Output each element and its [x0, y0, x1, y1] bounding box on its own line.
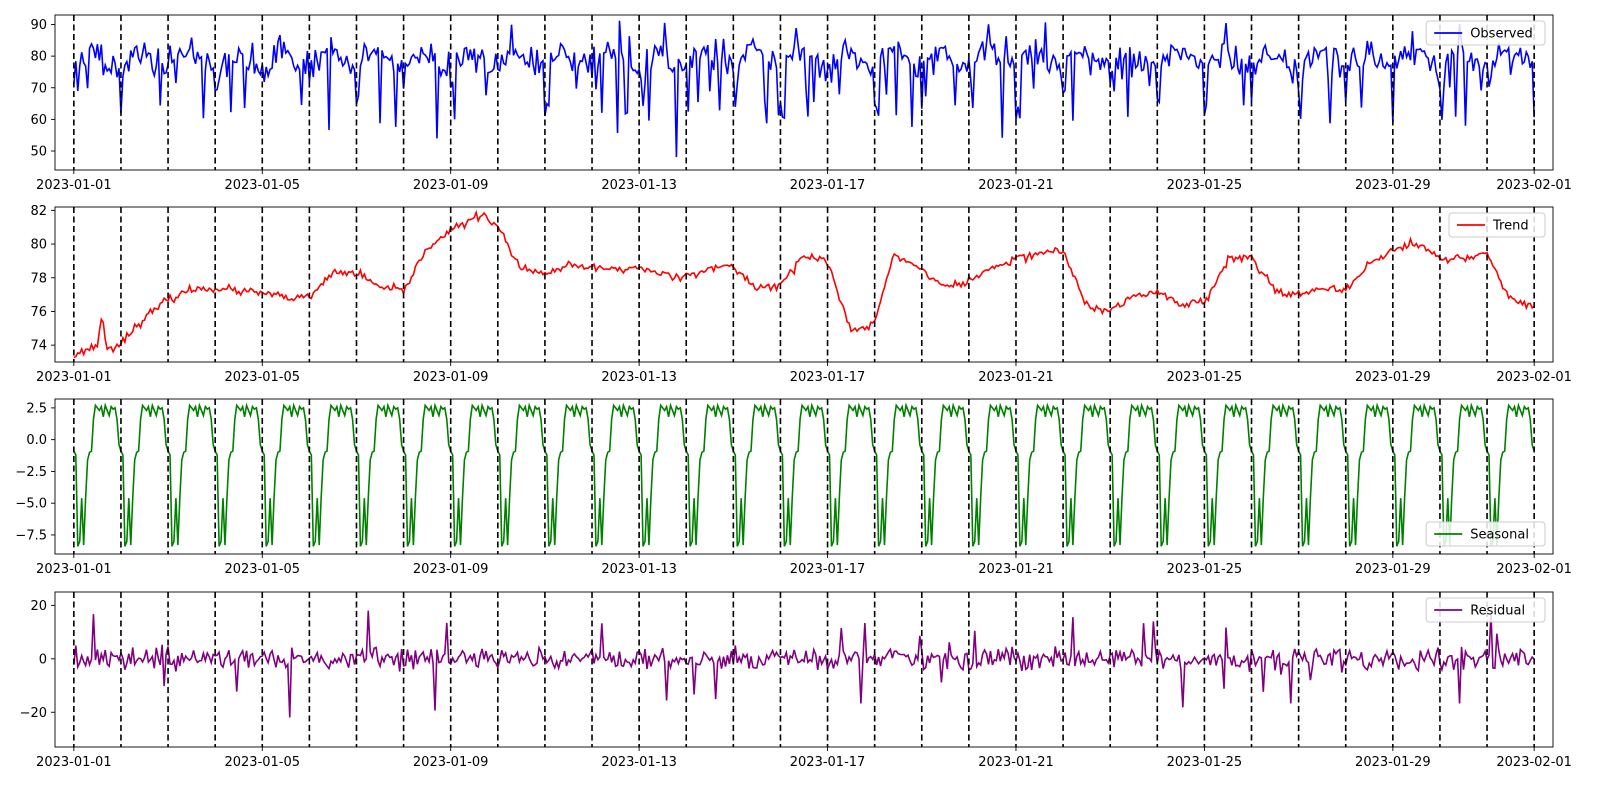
x-tick-label: 2023-01-17: [790, 178, 866, 193]
x-tick-label: 2023-01-17: [790, 755, 866, 770]
x-tick-label: 2023-01-09: [413, 755, 489, 770]
x-tick-label: 2023-01-21: [978, 178, 1054, 193]
x-tick-label: 2023-01-01: [36, 370, 112, 385]
x-tick-label: 2023-02-01: [1496, 755, 1572, 770]
legend-label: Seasonal: [1470, 528, 1529, 543]
y-tick-label: 60: [30, 113, 47, 128]
x-tick-label: 2023-01-05: [224, 370, 300, 385]
x-tick-label: 2023-01-29: [1355, 562, 1431, 577]
x-tick-label: 2023-01-29: [1355, 755, 1431, 770]
x-tick-label: 2023-01-25: [1167, 370, 1243, 385]
panel-observed: 50 60 70 80 90 2023-01-01 2023-01-05 2023-01-09…: [30, 14, 1572, 193]
legend-box: [1425, 597, 1546, 623]
y-tick-label: 0.0: [26, 433, 47, 448]
y-tick-label: −2.5: [15, 465, 47, 480]
x-tick-label: 2023-01-29: [1355, 370, 1431, 385]
y-tick-label: −20: [20, 706, 47, 721]
series-line-observed: [73, 20, 1535, 158]
x-tick-label: 2023-01-21: [978, 562, 1054, 577]
x-tick-label: 2023-01-13: [601, 178, 677, 193]
y-tick-label: 80: [30, 50, 47, 65]
x-tick-label: 2023-01-01: [36, 562, 112, 577]
legend-label: Residual: [1470, 604, 1525, 619]
legend: Observed: [1425, 20, 1546, 46]
x-tick-label: 2023-01-17: [790, 370, 866, 385]
y-tick-label: 74: [30, 339, 47, 354]
x-tick-label: 2023-01-21: [978, 755, 1054, 770]
x-tick-label: 2023-01-09: [413, 370, 489, 385]
axes-frame: [54, 14, 1554, 171]
legend-box: [1448, 212, 1546, 238]
axes-frame: [54, 398, 1554, 555]
legend: Seasonal: [1425, 521, 1546, 547]
series-line-seasonal: [73, 402, 1535, 547]
legend: Trend: [1448, 212, 1546, 238]
y-tick-label: 76: [30, 305, 47, 320]
y-tick-label: 90: [30, 18, 47, 33]
legend-box: [1425, 521, 1546, 547]
x-tick-label: 2023-01-25: [1167, 562, 1243, 577]
x-tick-label: 2023-01-05: [224, 178, 300, 193]
x-tick-label: 2023-01-09: [413, 178, 489, 193]
legend-box: [1425, 20, 1546, 46]
series-line-trend: [73, 209, 1535, 359]
x-tick-label: 2023-02-01: [1496, 562, 1572, 577]
x-tick-label: 2023-01-29: [1355, 178, 1431, 193]
y-tick-label: 0: [39, 652, 47, 667]
axes-frame: [54, 591, 1554, 748]
series-line-residual: [73, 610, 1535, 718]
panel-residual: −20 0 20 2023-01-01 2023-01-05 2023-01-09 2023…: [20, 591, 1572, 770]
x-tick-label: 2023-01-17: [790, 562, 866, 577]
x-tick-label: 2023-01-21: [978, 370, 1054, 385]
y-tick-label: 2.5: [26, 401, 47, 416]
x-tick-label: 2023-01-09: [413, 562, 489, 577]
y-tick-label: 82: [30, 204, 47, 219]
x-tick-label: 2023-02-01: [1496, 370, 1572, 385]
x-tick-label: 2023-01-01: [36, 178, 112, 193]
panel-trend: 74 76 78 80 82 2023-01-01 2023-01-05 2023-01-09…: [30, 204, 1571, 385]
y-tick-label: 70: [30, 81, 47, 96]
x-tick-label: 2023-02-01: [1496, 178, 1572, 193]
x-tick-label: 2023-01-25: [1167, 755, 1243, 770]
y-tick-label: 20: [30, 599, 47, 614]
y-tick-label: −7.5: [15, 528, 47, 543]
legend: Residual: [1425, 597, 1546, 623]
x-tick-label: 2023-01-13: [601, 370, 677, 385]
axes-frame: [54, 206, 1554, 363]
panel-seasonal: −7.5 −5.0 −2.5 0.0 2.5 2023-01-01 2023-01-05 20…: [15, 398, 1572, 577]
y-tick-label: 80: [30, 238, 47, 253]
legend-label: Observed: [1470, 27, 1533, 42]
y-tick-label: −5.0: [15, 497, 47, 512]
x-tick-label: 2023-01-25: [1167, 178, 1243, 193]
x-tick-label: 2023-01-05: [224, 755, 300, 770]
y-tick-label: 78: [30, 271, 47, 286]
x-tick-label: 2023-01-13: [601, 755, 677, 770]
y-tick-label: 50: [30, 145, 47, 160]
x-tick-label: 2023-01-13: [601, 562, 677, 577]
x-tick-label: 2023-01-01: [36, 755, 112, 770]
legend-label: Trend: [1492, 219, 1529, 234]
x-tick-label: 2023-01-05: [224, 562, 300, 577]
